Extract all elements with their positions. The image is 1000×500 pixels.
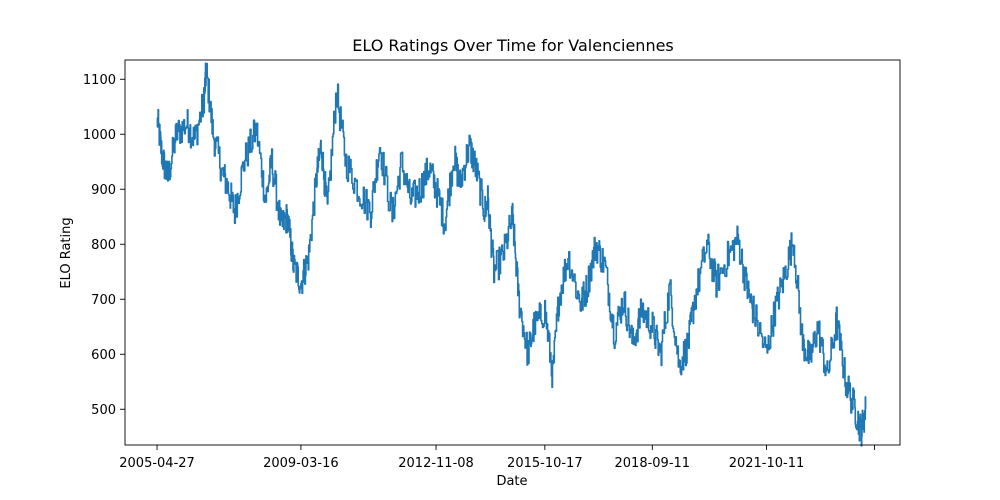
y-tick-label: 900 — [91, 183, 116, 198]
plot-area — [156, 62, 867, 447]
y-tick-label: 1100 — [83, 73, 116, 88]
plot-frame — [124, 59, 901, 446]
y-tick-label: 600 — [91, 348, 116, 363]
chart-title: ELO Ratings Over Time for Valenciennes — [352, 36, 674, 55]
y-tick-label: 500 — [91, 403, 116, 418]
x-tick-label: 2018-09-11 — [615, 456, 691, 471]
y-tick-label: 800 — [91, 238, 116, 253]
x-axis-title: Date — [496, 474, 527, 489]
y-tick-label: 700 — [91, 293, 116, 308]
x-tick-label: 2012-11-08 — [398, 456, 474, 471]
y-tick-label: 1000 — [83, 128, 116, 143]
y-axis-title: ELO Rating — [59, 217, 74, 288]
x-tick-label: 2009-03-16 — [263, 456, 339, 471]
series-line-valenciennes — [156, 62, 867, 447]
x-tick-label: 2015-10-17 — [507, 456, 583, 471]
x-tick-label: 2021-10-11 — [729, 456, 805, 471]
x-axis: 2005-04-27 2009-03-16 2012-11-08 2015-10-17… — [119, 445, 875, 471]
x-tick-label: 2005-04-27 — [119, 456, 195, 471]
y-axis: 500 600 700 800 900 1000 1100 — [83, 73, 125, 418]
